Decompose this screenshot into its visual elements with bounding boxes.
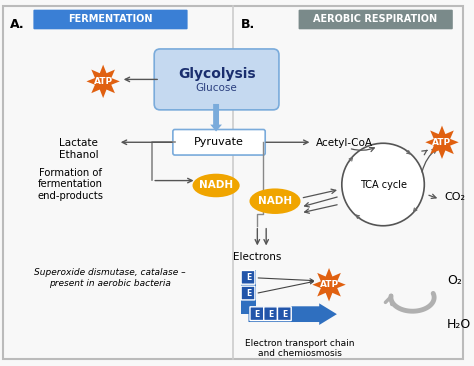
FancyArrow shape — [241, 270, 256, 314]
FancyBboxPatch shape — [241, 286, 255, 300]
FancyArrow shape — [210, 104, 222, 131]
Polygon shape — [312, 268, 346, 301]
Text: E: E — [268, 310, 273, 319]
Text: E: E — [282, 310, 287, 319]
Text: Lactate
Ethanol: Lactate Ethanol — [59, 138, 99, 160]
Text: O₂: O₂ — [447, 274, 462, 287]
Text: Pyruvate: Pyruvate — [194, 137, 244, 147]
Text: TCA cycle: TCA cycle — [360, 179, 407, 190]
FancyBboxPatch shape — [299, 10, 453, 29]
Text: Formation of
fermentation
end-products: Formation of fermentation end-products — [38, 168, 104, 201]
Text: Electrons: Electrons — [233, 252, 282, 262]
Text: Acetyl-CoA: Acetyl-CoA — [316, 138, 373, 148]
Text: NADH: NADH — [258, 196, 292, 206]
Circle shape — [342, 143, 424, 226]
Text: AEROBIC RESPIRATION: AEROBIC RESPIRATION — [313, 15, 437, 25]
FancyBboxPatch shape — [3, 6, 463, 359]
Text: Electron transport chain
and chemiosmosis: Electron transport chain and chemiosmosi… — [245, 339, 355, 358]
Text: Glycolysis: Glycolysis — [178, 67, 255, 82]
Text: E: E — [246, 273, 251, 282]
Text: Superoxide dismutase, catalase –
present in aerobic bacteria: Superoxide dismutase, catalase – present… — [34, 268, 186, 288]
Text: E: E — [255, 310, 260, 319]
FancyBboxPatch shape — [173, 130, 265, 155]
Text: ATP: ATP — [432, 138, 452, 147]
Text: CO₂: CO₂ — [444, 192, 465, 202]
Text: NADH: NADH — [199, 180, 233, 190]
Text: Glucose: Glucose — [196, 83, 237, 93]
Text: ATP: ATP — [319, 280, 338, 289]
Text: H₂O: H₂O — [447, 318, 471, 332]
Text: ATP: ATP — [93, 77, 113, 86]
Ellipse shape — [192, 174, 240, 197]
FancyArrow shape — [248, 303, 337, 325]
Text: B.: B. — [241, 18, 255, 30]
FancyBboxPatch shape — [154, 49, 279, 110]
FancyBboxPatch shape — [241, 270, 255, 284]
FancyBboxPatch shape — [264, 307, 277, 321]
Ellipse shape — [249, 188, 301, 214]
Polygon shape — [425, 126, 459, 159]
FancyBboxPatch shape — [250, 307, 264, 321]
Text: E: E — [246, 289, 251, 298]
Text: A.: A. — [10, 18, 25, 30]
FancyBboxPatch shape — [33, 10, 188, 29]
Text: FERMENTATION: FERMENTATION — [68, 15, 152, 25]
Polygon shape — [86, 65, 120, 98]
FancyBboxPatch shape — [277, 307, 291, 321]
